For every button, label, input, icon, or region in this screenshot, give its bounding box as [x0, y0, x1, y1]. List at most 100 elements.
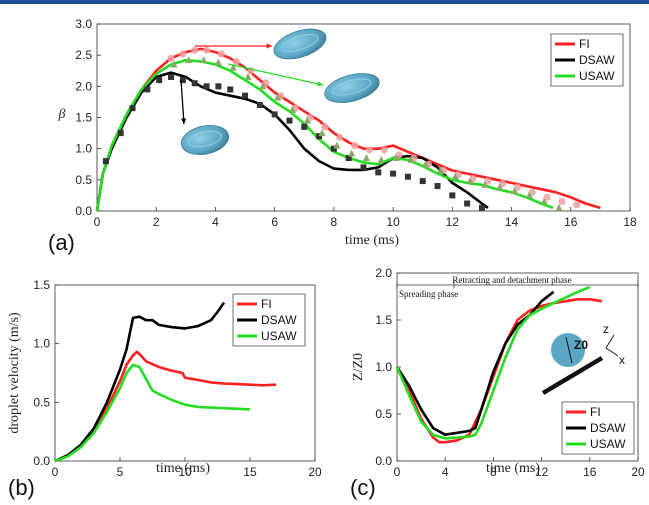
- series-line-usaw: [54, 363, 251, 463]
- legend-entry: DSAW: [590, 421, 626, 435]
- data-point-square: [179, 77, 186, 84]
- panel-c-annotations: Retracting and detachment phase Spreading…: [396, 275, 639, 395]
- data-point-triangle: [214, 58, 223, 66]
- data-point-triangle: [496, 183, 504, 191]
- data-point-square: [375, 169, 382, 176]
- data-point-triangle: [318, 129, 326, 137]
- x-tick-label: 16: [564, 215, 578, 229]
- x-tick-label: 10: [178, 465, 192, 479]
- x-axis-label: time (ms): [156, 461, 210, 476]
- data-point-circle: [573, 201, 581, 209]
- x-tick-label: 4: [442, 465, 449, 479]
- y-tick-label: 1.0: [375, 360, 392, 374]
- phase-label-retracting: Retracting and detachment phase: [452, 275, 571, 285]
- legend-entry: FI: [590, 405, 601, 419]
- x-tick-label: 0: [52, 465, 59, 479]
- data-point-square: [156, 77, 163, 84]
- data-point-square: [168, 73, 175, 80]
- data-point-triangle: [481, 180, 489, 188]
- data-point-square: [256, 102, 263, 109]
- data-point-square: [301, 123, 308, 130]
- header-rule: [0, 0, 649, 4]
- data-point-square: [271, 111, 278, 118]
- data-point-circle: [179, 50, 187, 58]
- data-point-triangle: [407, 155, 415, 163]
- x-tick-label: 8: [490, 465, 497, 479]
- data-point-circle: [365, 146, 374, 154]
- y-tick-label: 0.5: [33, 395, 50, 409]
- data-point-square: [330, 145, 337, 152]
- data-point-square: [227, 86, 234, 93]
- y-axis-label: Z/Z0: [351, 353, 366, 381]
- data-point-triangle: [525, 191, 533, 199]
- series-line-dsaw: [395, 290, 555, 437]
- data-point-square: [144, 86, 151, 93]
- z-axis-text: z: [603, 322, 609, 336]
- arrow-head: [317, 81, 323, 87]
- droplet-inset-fi: [273, 28, 327, 60]
- data-point-circle: [543, 193, 551, 201]
- data-point-triangle: [362, 154, 371, 162]
- x-tick-label: 10: [386, 215, 400, 229]
- legend-entry: USAW: [579, 69, 615, 83]
- y-tick-label: 0.0: [75, 204, 92, 218]
- data-point-square: [129, 105, 136, 112]
- data-point-square: [215, 83, 222, 90]
- y-tick-label: 0.5: [75, 173, 92, 187]
- droplet-inset-usaw: [324, 73, 380, 103]
- data-point-square: [434, 183, 441, 190]
- data-point-triangle: [259, 82, 267, 90]
- data-point-circle: [513, 183, 522, 191]
- data-point-square: [191, 80, 198, 87]
- data-point-triangle: [288, 106, 297, 114]
- y-axis-label: β: [58, 107, 66, 122]
- y-tick-label: 1.5: [75, 111, 92, 125]
- x-axis-text: x: [619, 353, 625, 367]
- panel-label: (c): [350, 475, 376, 500]
- arrow-head: [266, 43, 272, 49]
- data-point-square: [345, 155, 352, 162]
- data-point-triangle: [185, 56, 193, 64]
- y-tick-label: 2.5: [75, 48, 92, 62]
- panel-label: (a): [48, 230, 75, 255]
- data-point-circle: [499, 179, 507, 188]
- y-tick-label: 2.0: [75, 79, 92, 93]
- x-axis-label: time (ms): [486, 461, 540, 476]
- x-tick-label: 6: [271, 215, 278, 229]
- x-tick-label: 2: [153, 215, 160, 229]
- series-line-dsaw: [95, 71, 489, 212]
- data-point-square: [419, 178, 426, 185]
- legend-entry: DSAW: [579, 53, 615, 67]
- data-point-square: [117, 130, 124, 137]
- legend-entry: FI: [261, 297, 272, 311]
- data-point-circle: [191, 46, 199, 54]
- data-point-triangle: [555, 203, 563, 211]
- data-point-triangle: [540, 197, 548, 205]
- y-tick-label: 1.0: [75, 142, 92, 156]
- data-point-circle: [380, 146, 388, 154]
- y-tick-label: 0.5: [375, 407, 392, 421]
- phase-label-spreading: Spreading phase: [399, 289, 458, 299]
- data-point-triangle: [377, 155, 385, 163]
- y-tick-label: 3.0: [75, 17, 92, 31]
- x-tick-label: 5: [117, 465, 124, 479]
- data-point-circle: [321, 123, 329, 131]
- data-point-triangle: [244, 72, 252, 80]
- legend: FI DSAW USAW: [561, 401, 635, 455]
- legend-entry: FI: [579, 37, 590, 51]
- data-point-circle: [232, 57, 240, 65]
- data-point-triangle: [170, 60, 178, 68]
- data-point-triangle: [348, 149, 356, 157]
- x-tick-label: 16: [583, 465, 597, 479]
- x-tick-label: 12: [446, 215, 460, 229]
- arrow-shaft: [227, 63, 324, 86]
- droplet-body: [273, 28, 327, 60]
- legend: FI DSAW USAW: [232, 293, 306, 347]
- data-point-square: [286, 117, 293, 124]
- y-tick-label: 1.0: [33, 337, 50, 351]
- series-line-fi: [395, 297, 603, 444]
- x-tick-label: 12: [535, 465, 549, 479]
- x-axis-label: time (ms): [345, 233, 399, 248]
- legend: FI DSAW USAW: [550, 33, 624, 87]
